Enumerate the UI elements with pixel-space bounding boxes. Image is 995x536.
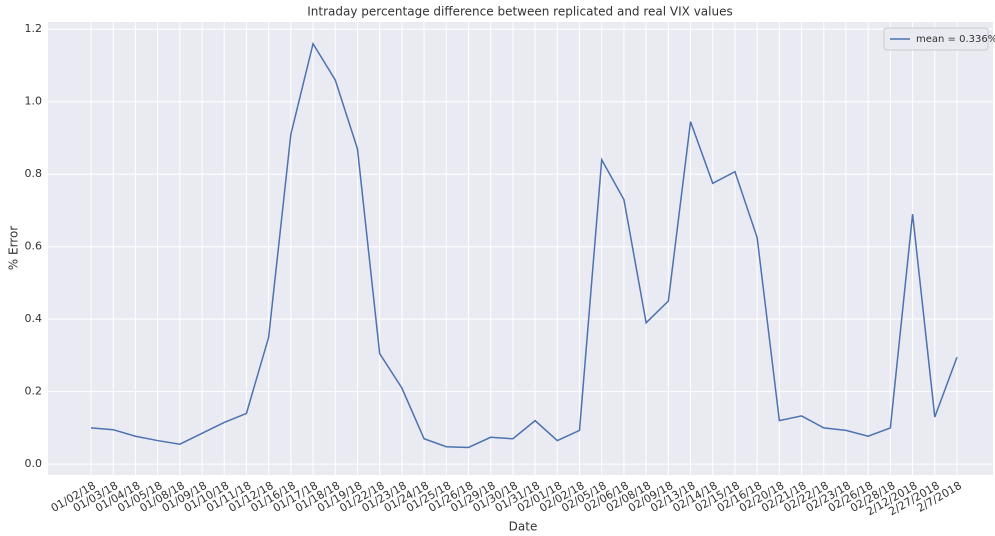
legend-label: mean = 0.336% bbox=[916, 34, 995, 45]
chart-title: Intraday percentage difference between r… bbox=[307, 5, 732, 19]
y-tick-label: 0.2 bbox=[25, 385, 43, 398]
y-tick-label: 0.4 bbox=[25, 312, 43, 325]
y-tick-label: 0.6 bbox=[25, 240, 43, 253]
legend: mean = 0.336% bbox=[883, 27, 995, 51]
y-tick-label: 1.2 bbox=[25, 22, 43, 35]
plot-area bbox=[48, 22, 993, 475]
marks bbox=[90, 41, 958, 449]
y-axis-label: % Error bbox=[7, 226, 21, 271]
data-line bbox=[90, 41, 958, 449]
y-tick-label: 0.8 bbox=[25, 167, 43, 180]
y-tick-label: 0.0 bbox=[25, 457, 43, 470]
x-axis-label: Date bbox=[509, 520, 538, 534]
grid bbox=[48, 22, 993, 475]
y-tick-label: 1.0 bbox=[25, 95, 43, 108]
legend-box bbox=[883, 27, 989, 51]
